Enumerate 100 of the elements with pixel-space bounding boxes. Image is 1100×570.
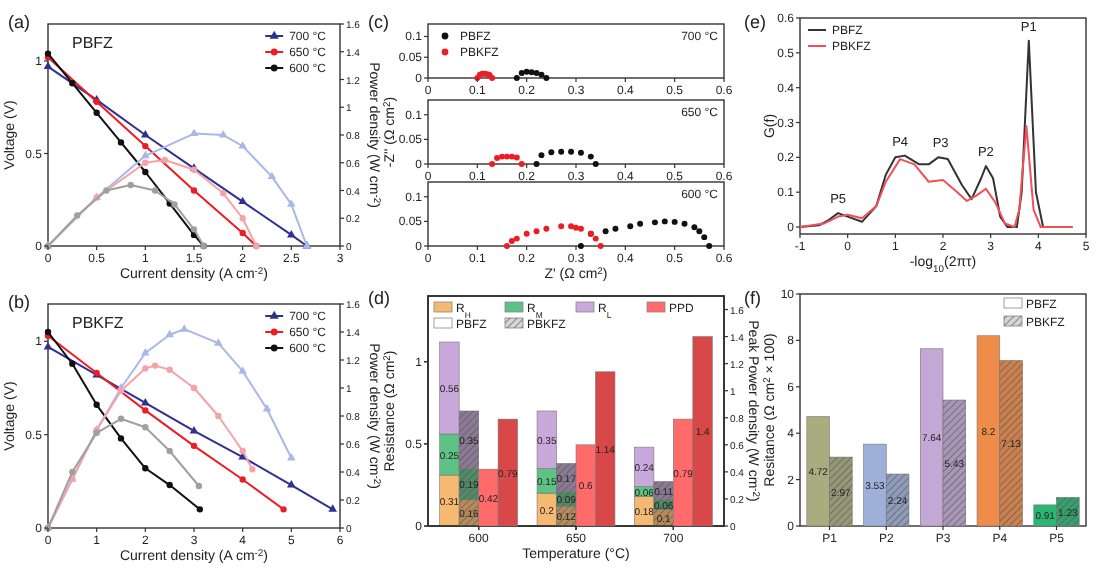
point (548, 149, 555, 156)
point (577, 149, 584, 156)
point (93, 401, 100, 408)
point (190, 187, 198, 194)
point (190, 226, 198, 233)
point (602, 228, 609, 235)
point (533, 161, 540, 167)
point (280, 506, 287, 513)
point (215, 412, 222, 420)
point (117, 139, 125, 146)
point (239, 229, 246, 237)
point (503, 243, 510, 249)
point (171, 201, 178, 208)
point (513, 235, 520, 242)
point (287, 199, 296, 207)
point (142, 407, 149, 414)
point (651, 219, 658, 226)
point (706, 243, 713, 249)
line-series (799, 125, 1073, 229)
point (238, 141, 247, 149)
point (166, 366, 173, 373)
point (190, 442, 198, 450)
point (142, 365, 149, 372)
point (165, 329, 174, 338)
point (141, 397, 150, 406)
point (543, 225, 550, 232)
point (558, 148, 565, 155)
point (214, 338, 223, 346)
point (151, 362, 159, 369)
point (627, 223, 634, 230)
point (196, 506, 204, 513)
point (494, 155, 501, 162)
point (701, 234, 708, 241)
point (142, 159, 149, 166)
point (166, 481, 173, 489)
annotation: PBKFZ (72, 314, 124, 332)
line-series (44, 50, 207, 250)
point (117, 435, 125, 442)
point (142, 465, 149, 472)
point (267, 171, 277, 180)
point (141, 150, 150, 159)
point (69, 360, 76, 367)
point (142, 168, 149, 176)
point (151, 187, 159, 194)
point (69, 468, 76, 476)
point (238, 366, 247, 374)
point (43, 61, 53, 70)
point (503, 153, 510, 160)
point (239, 215, 246, 222)
point (287, 229, 296, 238)
point (249, 466, 256, 473)
text: (b) (8, 292, 30, 312)
point (220, 190, 227, 197)
point (558, 223, 565, 230)
point (179, 324, 189, 332)
text: (d) (368, 288, 390, 308)
point (103, 187, 110, 194)
point (190, 384, 198, 392)
point (661, 218, 668, 225)
point (518, 161, 525, 167)
point (195, 482, 203, 490)
point (142, 424, 149, 431)
line-series (44, 181, 207, 250)
point (287, 480, 296, 488)
point (74, 212, 81, 219)
point (587, 153, 594, 160)
point (592, 235, 599, 242)
point (117, 415, 125, 422)
point (538, 152, 545, 159)
annotation: PBFZ (72, 34, 114, 52)
point (513, 154, 520, 161)
point (637, 220, 644, 227)
point (142, 142, 149, 150)
line-series (44, 328, 204, 513)
point (239, 476, 246, 483)
point (573, 224, 579, 231)
point (93, 109, 100, 116)
point (696, 228, 703, 235)
point (681, 220, 688, 227)
point (568, 148, 575, 155)
point (127, 181, 134, 189)
point (523, 230, 530, 237)
point (592, 161, 599, 167)
point (161, 156, 168, 164)
point (597, 243, 604, 249)
point (166, 447, 173, 455)
point (671, 218, 678, 225)
point (568, 223, 575, 230)
point (612, 225, 619, 232)
point (239, 447, 246, 455)
point (508, 153, 515, 160)
point (508, 238, 515, 245)
point (577, 243, 584, 249)
point (328, 504, 337, 512)
point (533, 228, 540, 235)
point (691, 224, 698, 231)
text: (a) (8, 12, 30, 32)
point (489, 161, 496, 167)
text: (f) (744, 288, 761, 308)
point (238, 196, 247, 205)
